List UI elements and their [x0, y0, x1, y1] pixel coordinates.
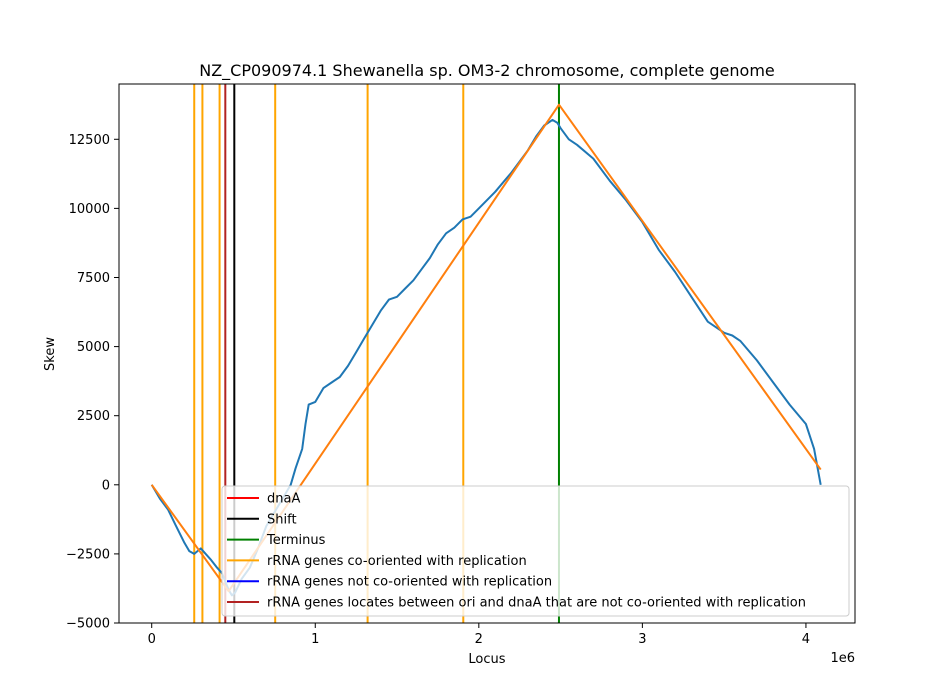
legend-label: rRNA genes locates between ori and dnaA …: [267, 596, 806, 611]
y-tick-label: −2500: [66, 547, 110, 562]
y-tick-label: 10000: [69, 202, 110, 217]
x-tick-label: 1: [311, 632, 319, 647]
y-axis-label: Skew: [43, 337, 58, 371]
chart-title: NZ_CP090974.1 Shewanella sp. OM3-2 chrom…: [199, 61, 775, 81]
y-tick-label: 12500: [69, 133, 110, 148]
legend-label: Terminus: [266, 533, 326, 548]
x-tick-label: 0: [148, 632, 156, 647]
x-tick-label: 3: [638, 632, 646, 647]
legend-label: Shift: [267, 512, 297, 527]
legend-box: [221, 485, 850, 617]
legend-label: rRNA genes not co-oriented with replicat…: [267, 575, 552, 590]
x-axis: 0 1 2 3 4: [148, 623, 810, 647]
plot-frame: [118, 83, 856, 624]
x-axis-label: Locus: [468, 652, 505, 667]
x-tick-label: 2: [475, 632, 483, 647]
y-tick-label: 0: [102, 478, 110, 493]
y-tick-label: 2500: [77, 409, 110, 424]
legend-label: rRNA genes co-oriented with replication: [267, 554, 527, 569]
legend-label: dnaA: [267, 492, 300, 507]
x-axis-offset-label: 1e6: [830, 651, 855, 666]
y-axis: −5000 −2500 0 2500 5000 7500 10000 12500: [66, 133, 119, 632]
legend: dnaA Shift Terminus rRNA genes co-oriented …: [221, 485, 850, 617]
y-tick-label: 5000: [77, 340, 110, 355]
x-tick-label: 4: [802, 632, 810, 647]
y-tick-label: −5000: [66, 617, 110, 632]
series-line-fit: [150, 103, 822, 593]
y-tick-label: 7500: [77, 271, 110, 286]
